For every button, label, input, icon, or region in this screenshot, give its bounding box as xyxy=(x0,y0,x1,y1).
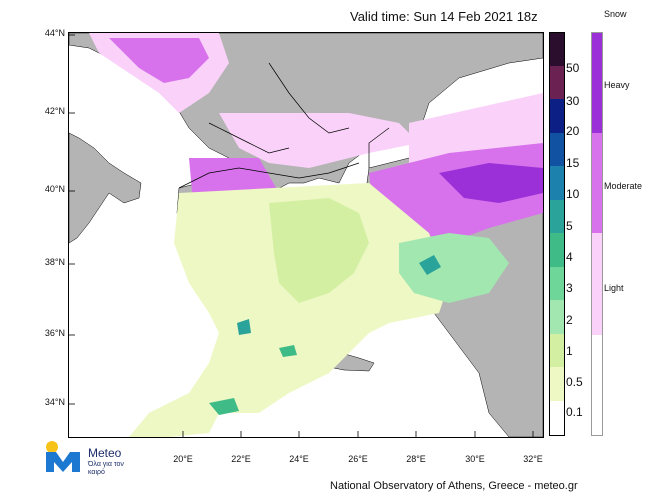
lat-label: 44°N xyxy=(44,28,65,38)
italy-land xyxy=(69,132,142,244)
snow-swatch xyxy=(592,33,602,133)
lat-label: 34°N xyxy=(44,397,65,407)
rain-green-dodecanese xyxy=(399,233,509,303)
rain-scale-label: 15 xyxy=(566,156,580,170)
map-panel[interactable] xyxy=(68,32,544,438)
rain-scale-label: 20 xyxy=(566,124,580,138)
rain-colorbar xyxy=(549,32,565,436)
rain-scale-label: 50 xyxy=(566,61,580,75)
rain-scale-label: 3 xyxy=(566,281,573,295)
border-lines xyxy=(178,62,390,189)
snow-moderate-north xyxy=(109,38,209,83)
snow-swatch xyxy=(592,335,602,435)
rain-swatch xyxy=(550,334,564,367)
rain-swatch xyxy=(550,66,564,99)
rain-swatch xyxy=(550,300,564,334)
snow-colorbar xyxy=(591,32,603,436)
lon-label: 28°E xyxy=(406,454,426,464)
rain-strong-cell-1 xyxy=(419,255,441,275)
snow-scale-title: Snow xyxy=(604,9,627,19)
logo-tagline: Όλα για τον καιρό xyxy=(88,461,124,476)
rain-swatch xyxy=(550,267,564,300)
rain-scale-label: 30 xyxy=(566,94,580,108)
rain-strong-cell-4 xyxy=(279,345,297,357)
lat-label: 38°N xyxy=(44,257,65,267)
snow-scale-label: Light xyxy=(604,283,624,293)
rain-swatch xyxy=(550,367,564,401)
rain-strong-cell-3 xyxy=(209,398,239,415)
lat-label: 40°N xyxy=(44,184,65,194)
rain-light-aegean xyxy=(129,183,449,437)
valid-time-title: Valid time: Sun 14 Feb 2021 18z xyxy=(350,9,538,24)
rain-layer xyxy=(129,183,509,437)
lat-label: 42°N xyxy=(44,106,65,116)
rain-swatch xyxy=(550,166,564,200)
lon-label: 22°E xyxy=(231,454,251,464)
rain-swatch xyxy=(550,99,564,133)
snow-light-balkans xyxy=(219,113,419,168)
graticule-ticks xyxy=(69,34,534,437)
rain-scale-label: 0.5 xyxy=(566,375,583,389)
snow-scale-label: Heavy xyxy=(604,80,630,90)
lon-label: 32°E xyxy=(523,454,543,464)
rain-scale-label: 10 xyxy=(566,187,580,201)
footer-credit: National Observatory of Athens, Greece -… xyxy=(330,480,578,492)
rain-scale-label: 4 xyxy=(566,250,573,264)
rain-swatch xyxy=(550,233,564,267)
lon-label: 20°E xyxy=(173,454,193,464)
snow-scale-label: Moderate xyxy=(604,181,643,191)
lat-label: 36°N xyxy=(44,328,65,338)
rain-swatch xyxy=(550,33,564,66)
rain-swatch xyxy=(550,200,564,233)
rain-scale-label: 2 xyxy=(566,313,573,327)
lon-label: 30°E xyxy=(465,454,485,464)
snow-swatch xyxy=(592,233,602,335)
logo-name: Meteo xyxy=(88,446,122,460)
forecast-map xyxy=(69,33,543,437)
rain-green-aegean xyxy=(269,198,369,303)
lon-label: 24°E xyxy=(289,454,309,464)
rain-scale-label: 1 xyxy=(566,344,573,358)
rain-strong-cell-2 xyxy=(237,319,251,335)
rain-scale-label: 5 xyxy=(566,219,573,233)
lon-label: 26°E xyxy=(348,454,368,464)
rain-swatch xyxy=(550,401,564,435)
snow-swatch xyxy=(592,133,602,233)
rain-swatch xyxy=(550,133,564,166)
meteo-logo xyxy=(44,440,84,474)
snow-heavy-turkey xyxy=(439,163,543,203)
rain-scale-label: 0.1 xyxy=(566,405,583,419)
